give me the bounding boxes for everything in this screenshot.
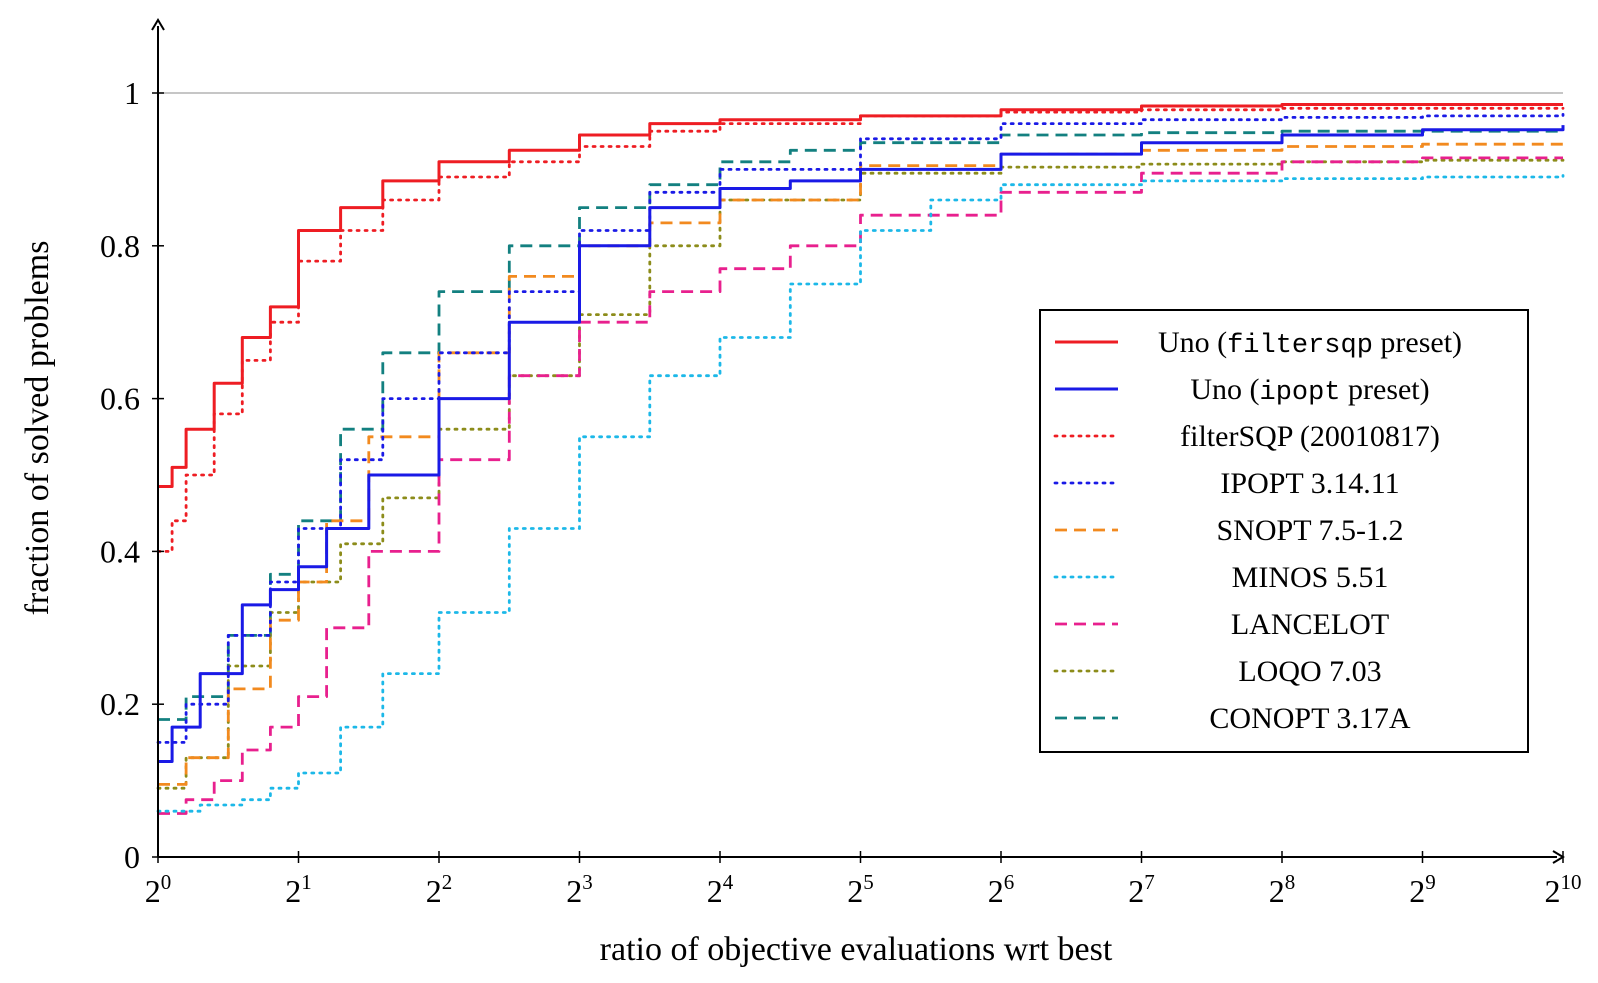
legend-item-6: LANCELOT [1055,608,1389,641]
series-group [156,103,1565,815]
x-tick-label-5: 25 [847,870,874,909]
series-line-5 [156,174,1565,813]
x-tick-label-10: 210 [1545,870,1582,909]
legend-item-3: IPOPT 3.14.11 [1053,467,1400,500]
y-axis-title: fraction of solved problems [19,241,56,616]
legend-item-2: filterSQP (20010817) [1053,420,1440,453]
y-tick-label-4: 0.8 [100,228,140,264]
legend-items: Uno (filtersqp preset) Uno (ipopt preset)… [1053,326,1462,735]
y-tick-label-2: 0.4 [100,533,140,569]
x-tick-label-6: 26 [988,870,1015,909]
legend-label-0: Uno (filtersqp preset) [1158,326,1462,361]
series-line-6 [158,156,1563,815]
series-line-1 [158,125,1565,763]
legend-label-3: IPOPT 3.14.11 [1220,467,1399,500]
y-tick-label-1: 0.2 [100,686,140,722]
legend-item-1: Uno (ipopt preset) [1055,373,1430,408]
legend-item-5: MINOS 5.51 [1053,561,1389,594]
legend-label-8: CONOPT 3.17A [1209,702,1410,735]
legend-label-2: filterSQP (20010817) [1180,420,1440,453]
legend-label-7: LOQO 7.03 [1238,655,1381,688]
x-tick-label-9: 29 [1409,870,1436,909]
legend-label-1: Uno (ipopt preset) [1190,373,1429,408]
legend-item-8: CONOPT 3.17A [1055,702,1411,735]
x-axis-title: ratio of objective evaluations wrt best [600,931,1113,968]
legend-item-7: LOQO 7.03 [1053,655,1382,688]
x-tick-label-0: 20 [145,870,172,909]
y-tick-label-0: 0 [124,839,140,875]
y-axis-arrow [151,18,165,31]
legend-item-0: Uno (filtersqp preset) [1055,326,1462,361]
x-tick-label-2: 22 [426,870,453,909]
tick-labels-group: 20 21 22 23 24 25 26 27 28 29 210 0 0.2 0.4 0.6 0.8 1 [100,75,1582,909]
axes-group [151,18,1565,864]
x-tick-label-3: 23 [566,870,593,909]
x-tick-label-1: 21 [285,870,312,909]
y-tick-label-3: 0.6 [100,381,140,417]
series-line-0 [158,103,1563,488]
y-tick-label-5: 1 [124,75,140,111]
x-tick-label-8: 28 [1269,870,1296,909]
legend-item-4: SNOPT 7.5-1.2 [1055,514,1403,547]
x-tick-label-7: 27 [1128,870,1155,909]
legend-label-6: LANCELOT [1231,608,1389,641]
legend: Uno (filtersqp preset) Uno (ipopt preset)… [1039,309,1529,753]
legend-label-4: SNOPT 7.5-1.2 [1217,514,1404,547]
x-tick-label-4: 24 [707,870,734,909]
legend-label-5: MINOS 5.51 [1232,561,1389,594]
legend-box [1039,309,1529,753]
